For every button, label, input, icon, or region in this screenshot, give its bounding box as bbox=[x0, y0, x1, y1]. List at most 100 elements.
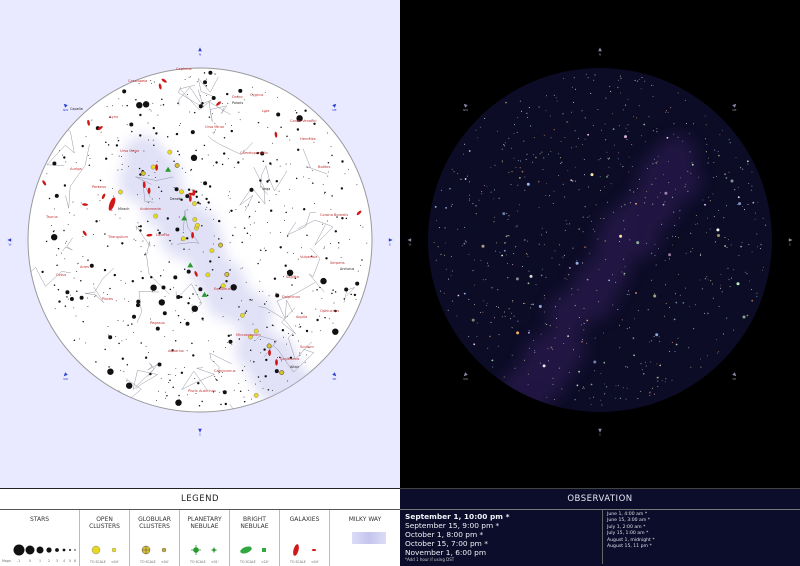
star bbox=[73, 339, 76, 342]
star bbox=[156, 400, 157, 402]
star bbox=[463, 292, 466, 295]
bright-nebulae-size: <20' bbox=[261, 560, 269, 564]
star bbox=[136, 102, 143, 109]
star bbox=[586, 278, 589, 281]
star bbox=[218, 256, 220, 258]
star bbox=[190, 154, 198, 161]
star bbox=[75, 315, 77, 317]
star bbox=[322, 223, 324, 225]
star bbox=[665, 284, 666, 286]
star bbox=[685, 287, 686, 289]
star bbox=[290, 163, 291, 165]
star bbox=[154, 171, 156, 173]
direction-label: NE bbox=[732, 108, 736, 112]
star bbox=[612, 128, 615, 131]
star bbox=[475, 129, 477, 131]
star bbox=[561, 388, 563, 390]
star bbox=[624, 204, 626, 206]
observation-panel: OBSERVATION bbox=[400, 488, 800, 566]
star bbox=[514, 367, 516, 369]
star bbox=[92, 234, 94, 235]
star bbox=[267, 127, 269, 128]
star bbox=[225, 280, 228, 283]
observation-time-other: June 1, 4:00 am * bbox=[607, 512, 648, 517]
star bbox=[639, 79, 641, 80]
star bbox=[97, 194, 99, 196]
star bbox=[221, 163, 224, 166]
constellation-label: Microscopium bbox=[236, 333, 261, 337]
star bbox=[538, 180, 540, 182]
star bbox=[675, 293, 676, 295]
star bbox=[674, 225, 676, 226]
star bbox=[99, 179, 102, 182]
star bbox=[319, 330, 321, 332]
star bbox=[331, 154, 333, 157]
star bbox=[279, 246, 282, 249]
observation-time: September 15, 9:00 pm * bbox=[405, 521, 500, 530]
star bbox=[679, 177, 681, 179]
star bbox=[281, 360, 282, 362]
star bbox=[438, 227, 440, 229]
star bbox=[291, 207, 293, 209]
star bbox=[637, 310, 639, 312]
star bbox=[212, 390, 215, 393]
star bbox=[740, 245, 742, 248]
star bbox=[621, 271, 623, 273]
star bbox=[713, 216, 715, 218]
star bbox=[152, 291, 154, 293]
star bbox=[91, 119, 93, 121]
star bbox=[658, 336, 660, 338]
star bbox=[155, 177, 157, 178]
star bbox=[169, 239, 171, 242]
observation-times-primary: September 1, 10:00 pm * September 15, 9:… bbox=[405, 512, 509, 557]
star bbox=[241, 369, 244, 372]
star bbox=[193, 111, 196, 114]
star bbox=[565, 220, 567, 221]
star bbox=[230, 209, 233, 212]
star bbox=[246, 232, 249, 235]
star bbox=[284, 205, 286, 207]
star bbox=[571, 180, 574, 182]
star bbox=[310, 255, 313, 258]
star bbox=[650, 361, 652, 363]
star bbox=[707, 162, 709, 164]
star bbox=[710, 280, 712, 282]
star bbox=[229, 197, 231, 199]
star bbox=[107, 368, 114, 375]
star bbox=[311, 331, 313, 333]
night-stars-layer bbox=[433, 73, 766, 406]
direction-arrow-icon: SE bbox=[732, 372, 736, 381]
star bbox=[48, 197, 51, 200]
star bbox=[637, 398, 639, 400]
star bbox=[508, 215, 510, 217]
star bbox=[206, 206, 208, 208]
star bbox=[627, 124, 629, 126]
star bbox=[209, 260, 212, 263]
star bbox=[179, 123, 181, 124]
star bbox=[723, 217, 725, 219]
star bbox=[726, 205, 728, 207]
star bbox=[573, 102, 575, 103]
star bbox=[720, 274, 722, 276]
star bbox=[541, 151, 543, 153]
star bbox=[468, 199, 470, 201]
star bbox=[636, 80, 638, 82]
star bbox=[180, 295, 183, 299]
star bbox=[490, 287, 492, 289]
star bbox=[528, 330, 530, 332]
star bbox=[221, 375, 222, 377]
star bbox=[188, 248, 190, 250]
star bbox=[159, 198, 161, 200]
star bbox=[661, 380, 663, 382]
star bbox=[524, 176, 526, 178]
star bbox=[56, 254, 58, 256]
star bbox=[760, 244, 762, 246]
star bbox=[199, 302, 201, 304]
galaxy bbox=[268, 349, 271, 356]
star bbox=[199, 202, 201, 205]
star bbox=[485, 278, 487, 280]
star bbox=[615, 385, 617, 387]
